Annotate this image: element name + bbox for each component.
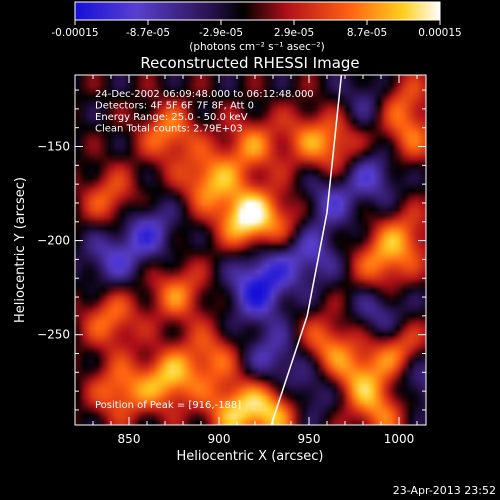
x-axis: 850 900 950 1000 xyxy=(92,75,418,446)
heatmap-image xyxy=(75,75,426,425)
y-axis: −150 −200 −250 xyxy=(37,89,426,411)
colorbar-tick-label: 2.9e-05 xyxy=(274,27,314,39)
colorbar-tick-label: -0.00015 xyxy=(51,27,98,39)
annotation-block: 24-Dec-2002 06:09:48.000 to 06:12:48.000… xyxy=(95,89,314,135)
x-tick-label: 1000 xyxy=(384,432,415,446)
x-axis-label: Heliocentric X (arcsec) xyxy=(177,449,324,464)
colorbar xyxy=(74,1,441,21)
annotation-line: 24-Dec-2002 06:09:48.000 to 06:12:48.000 xyxy=(95,89,314,100)
colorbar-units: (photons cm⁻² s⁻¹ asec⁻²) xyxy=(189,41,324,53)
colorbar-tick-label: 8.7e-05 xyxy=(347,27,387,39)
y-tick-label: −150 xyxy=(37,140,70,154)
x-tick-label: 950 xyxy=(298,432,321,446)
chart-title: Reconstructed RHESSI Image xyxy=(140,54,359,72)
colorbar-ticks: -0.00015 -8.7e-05 -2.9e-05 2.9e-05 8.7e-05 0.… xyxy=(51,20,462,39)
annotation-line: Clean Total counts: 2.79E+03 xyxy=(95,124,243,135)
annotation-line: Energy Range: 25.0 - 50.0 keV xyxy=(95,112,248,123)
x-tick-label: 850 xyxy=(118,432,141,446)
solar-limb-line xyxy=(270,75,343,425)
x-tick-label: 900 xyxy=(208,432,231,446)
colorbar-tick-label: 0.00015 xyxy=(418,27,461,39)
y-tick-label: −250 xyxy=(37,328,70,342)
y-tick-label: −200 xyxy=(37,234,70,248)
colorbar-tick-label: -8.7e-05 xyxy=(126,27,170,39)
peak-position-label: Position of Peak = [916,-188] xyxy=(95,400,241,411)
colorbar-tick-label: -2.9e-05 xyxy=(199,27,243,39)
annotation-line: Detectors: 4F 5F 6F 7F 8F, Att 0 xyxy=(95,101,254,112)
plot-frame xyxy=(74,74,427,426)
y-axis-label: Heliocentric Y (arcsec) xyxy=(13,177,28,323)
footer-timestamp: 23-Apr-2013 23:52 xyxy=(393,484,496,497)
